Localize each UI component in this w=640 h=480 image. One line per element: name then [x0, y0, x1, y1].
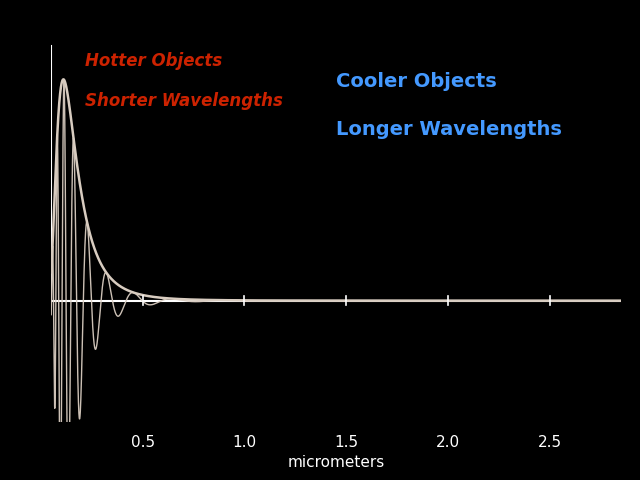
- Text: Shorter Wavelengths: Shorter Wavelengths: [85, 92, 284, 110]
- Text: Longer Wavelengths: Longer Wavelengths: [336, 120, 562, 139]
- Text: Hotter Objects: Hotter Objects: [85, 52, 223, 70]
- Text: Cooler Objects: Cooler Objects: [336, 72, 497, 91]
- X-axis label: micrometers: micrometers: [287, 456, 385, 470]
